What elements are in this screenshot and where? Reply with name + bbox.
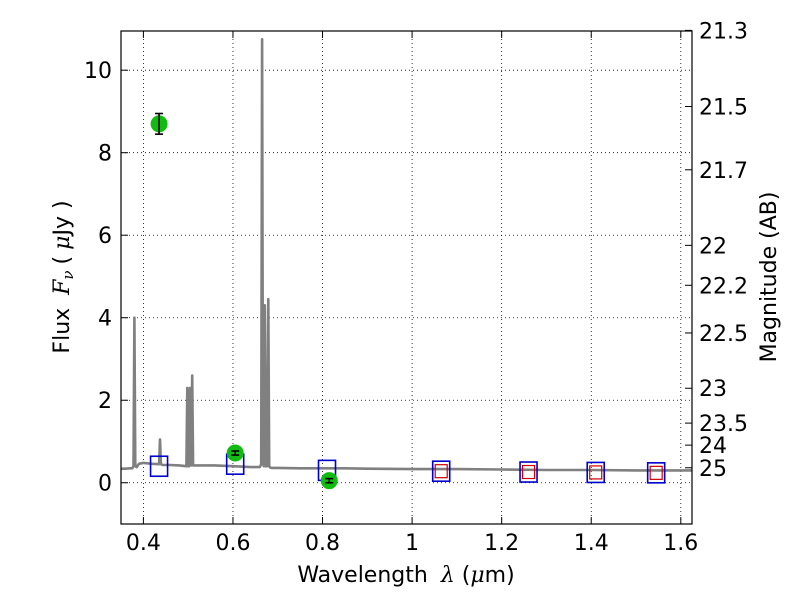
x-tick-label: 1.6 — [663, 531, 698, 556]
x-tick-label: 0.4 — [126, 531, 161, 556]
right-tick-label: 23.5 — [699, 412, 748, 437]
model-photometry-box-inner — [521, 464, 536, 480]
x-tick-label: 1.4 — [574, 531, 609, 556]
plot-frame — [120, 30, 693, 525]
x-axis-ticks: 0.4 0.6 0.8 1 1.2 1.4 1.6 — [126, 31, 698, 556]
model-photometry-box-inner — [589, 465, 603, 480]
y-axis-label-right: Magnitude (AB) — [757, 192, 782, 363]
model-photometry-box — [646, 462, 666, 484]
model-photometry-box-inner — [434, 464, 448, 479]
right-tick-label: 21.3 — [699, 19, 748, 44]
x-tick-label: 1.2 — [484, 531, 519, 556]
right-tick-label: 24 — [699, 434, 727, 459]
right-tick-label: 22 — [699, 234, 727, 259]
right-tick-label: 21.5 — [699, 95, 748, 120]
y-tick-label: 2 — [98, 389, 112, 414]
y-tick-label: 4 — [98, 307, 112, 332]
y-tick-label: 10 — [84, 59, 112, 84]
right-tick-label: 23 — [699, 377, 727, 402]
model-photometry-box-inner — [649, 465, 663, 480]
x-tick-label: 1 — [405, 531, 419, 556]
model-photometry-box — [519, 461, 538, 483]
observed-points-layer — [150, 112, 338, 490]
right-tick-label: 25 — [699, 457, 727, 482]
right-tick-label: 22.5 — [699, 322, 748, 347]
right-tick-label: 22.2 — [699, 274, 748, 299]
model-photometry-layer — [149, 453, 666, 484]
model-photometry-box — [149, 455, 169, 478]
model-photometry-box — [586, 461, 606, 484]
y-tick-label: 6 — [98, 224, 112, 249]
x-axis-label: Wavelength λ (μm) — [297, 563, 514, 588]
y-axis-ticks: 0 2 4 6 8 10 — [84, 59, 128, 497]
y-tick-label: 8 — [98, 142, 112, 167]
x-tick-label: 0.6 — [215, 531, 250, 556]
model-photometry-box — [431, 460, 451, 482]
x-tick-label: 0.8 — [305, 531, 340, 556]
right-tick-label: 21.7 — [699, 159, 748, 184]
y-tick-label: 0 — [98, 472, 112, 497]
